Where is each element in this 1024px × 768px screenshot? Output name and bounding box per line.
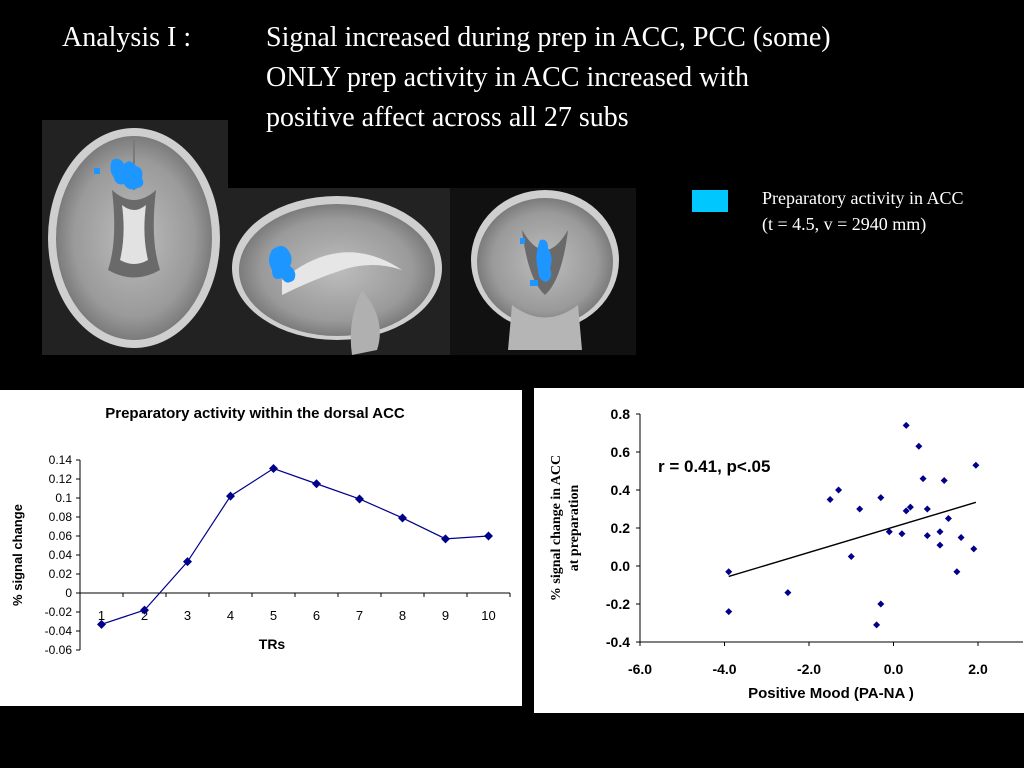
- x-tick-label: 6: [313, 608, 320, 623]
- data-point: [953, 568, 961, 576]
- y-axis-label-group: % signal change in ACC at preparation: [549, 455, 582, 601]
- line-chart-panel: Preparatory activity within the dorsal A…: [0, 390, 522, 706]
- data-point: [877, 494, 885, 502]
- data-point: [944, 515, 952, 522]
- y-axis-label: % signal change: [10, 504, 25, 606]
- x-tick-label: -6.0: [628, 661, 652, 677]
- slide-label: Analysis I :: [62, 22, 192, 53]
- x-tick-label: 8: [399, 608, 406, 623]
- y-tick-label: 0.08: [49, 510, 73, 524]
- x-tick-label: 4: [227, 608, 234, 623]
- data-point: [877, 600, 885, 608]
- data-point: [847, 553, 855, 560]
- data-point: [915, 442, 923, 450]
- data-point: [923, 505, 931, 513]
- data-point: [183, 557, 192, 567]
- y-tick-label: 0.12: [49, 472, 73, 486]
- y-tick-label: 0.4: [611, 482, 631, 498]
- data-point: [826, 496, 834, 503]
- data-point: [902, 421, 910, 429]
- y-tick-label: 0: [65, 586, 72, 600]
- y-axis-label-line2: at preparation: [567, 485, 582, 572]
- y-tick-label: 0.0: [611, 558, 631, 574]
- y-tick-label: 0.6: [611, 444, 631, 460]
- x-tick-label: 7: [356, 608, 363, 623]
- x-tick-label: 3: [184, 608, 191, 623]
- correlation-annotation: r = 0.41, p<.05: [658, 457, 770, 476]
- data-point: [972, 461, 980, 469]
- trend-line: [728, 501, 977, 578]
- data-point: [970, 545, 978, 553]
- data-point: [957, 534, 965, 541]
- scatter-chart-panel: 0.8 0.6 0.4 0.2 0.0 -0.2 -0.4 -6.0 -4.0 -2.0 0.0 2.…: [534, 388, 1024, 713]
- data-point: [312, 479, 321, 489]
- coronal-slice: [450, 188, 636, 355]
- title-line-1: Signal increased during prep in ACC, PCC…: [266, 22, 831, 53]
- data-point: [936, 541, 944, 549]
- line-chart: Preparatory activity within the dorsal A…: [10, 405, 511, 657]
- legend-label-line2: (t = 4.5, v = 2940 mm): [762, 214, 927, 234]
- data-point: [856, 505, 864, 513]
- y-axis-label-line1: % signal change in ACC: [549, 455, 564, 601]
- data-point: [355, 494, 364, 504]
- data-point: [97, 619, 106, 629]
- data-point: [906, 503, 914, 511]
- y-tick-label: 0.2: [611, 520, 631, 536]
- data-point: [140, 605, 149, 615]
- x-axis-label: TRs: [259, 636, 286, 652]
- data-point: [269, 464, 278, 474]
- data-point: [441, 534, 450, 544]
- y-tick-label: -0.06: [45, 643, 73, 657]
- x-tick-label: 9: [442, 608, 449, 623]
- data-point: [226, 491, 235, 501]
- y-tick-label: 0.14: [49, 453, 73, 467]
- chart-title: Preparatory activity within the dorsal A…: [105, 405, 405, 422]
- x-tick-label: -2.0: [797, 661, 821, 677]
- title-line-2: ONLY prep activity in ACC increased with: [266, 62, 749, 93]
- x-tick-label: 10: [481, 608, 495, 623]
- data-point: [725, 568, 733, 576]
- x-tick-label: 5: [270, 608, 277, 623]
- data-point: [923, 532, 931, 540]
- x-tick-label: 2: [141, 608, 148, 623]
- x-tick-label: 0.0: [884, 661, 904, 677]
- data-point: [835, 486, 843, 494]
- data-point: [725, 608, 733, 616]
- x-axis-label: Positive Mood (PA-NA ): [748, 685, 914, 702]
- x-tick-label: 2.0: [968, 661, 988, 677]
- y-tick-label: 0.06: [49, 529, 73, 543]
- legend-label-line1: Preparatory activity in ACC: [762, 188, 964, 208]
- y-tick-label: -0.4: [606, 634, 630, 650]
- y-tick-label: -0.04: [45, 624, 73, 638]
- y-tick-label: -0.02: [45, 605, 73, 619]
- brain-mri-image: [42, 120, 636, 355]
- y-tick-label: -0.2: [606, 596, 630, 612]
- x-tick-label: -4.0: [712, 661, 736, 677]
- data-point: [885, 528, 893, 536]
- data-point: [936, 528, 944, 536]
- sagittal-slice: [228, 188, 450, 355]
- data-point: [873, 621, 881, 629]
- y-tick-label: 0.8: [611, 406, 631, 422]
- y-tick-label: 0.1: [55, 491, 72, 505]
- data-point: [484, 531, 493, 541]
- y-tick-label: 0.04: [49, 548, 73, 562]
- data-point: [940, 477, 948, 484]
- scatter-chart: 0.8 0.6 0.4 0.2 0.0 -0.2 -0.4 -6.0 -4.0 -2.0 0.0 2.…: [549, 406, 1023, 702]
- legend-swatch: [692, 190, 728, 212]
- series-line: [101, 467, 489, 625]
- data-point: [919, 475, 927, 483]
- data-point: [784, 589, 792, 597]
- data-point: [398, 513, 407, 523]
- axial-slice: [42, 120, 228, 355]
- title-line-3: positive affect across all 27 subs: [266, 102, 629, 133]
- x-tick-label: 1: [98, 608, 105, 623]
- data-point: [898, 530, 906, 538]
- y-tick-label: 0.02: [49, 567, 73, 581]
